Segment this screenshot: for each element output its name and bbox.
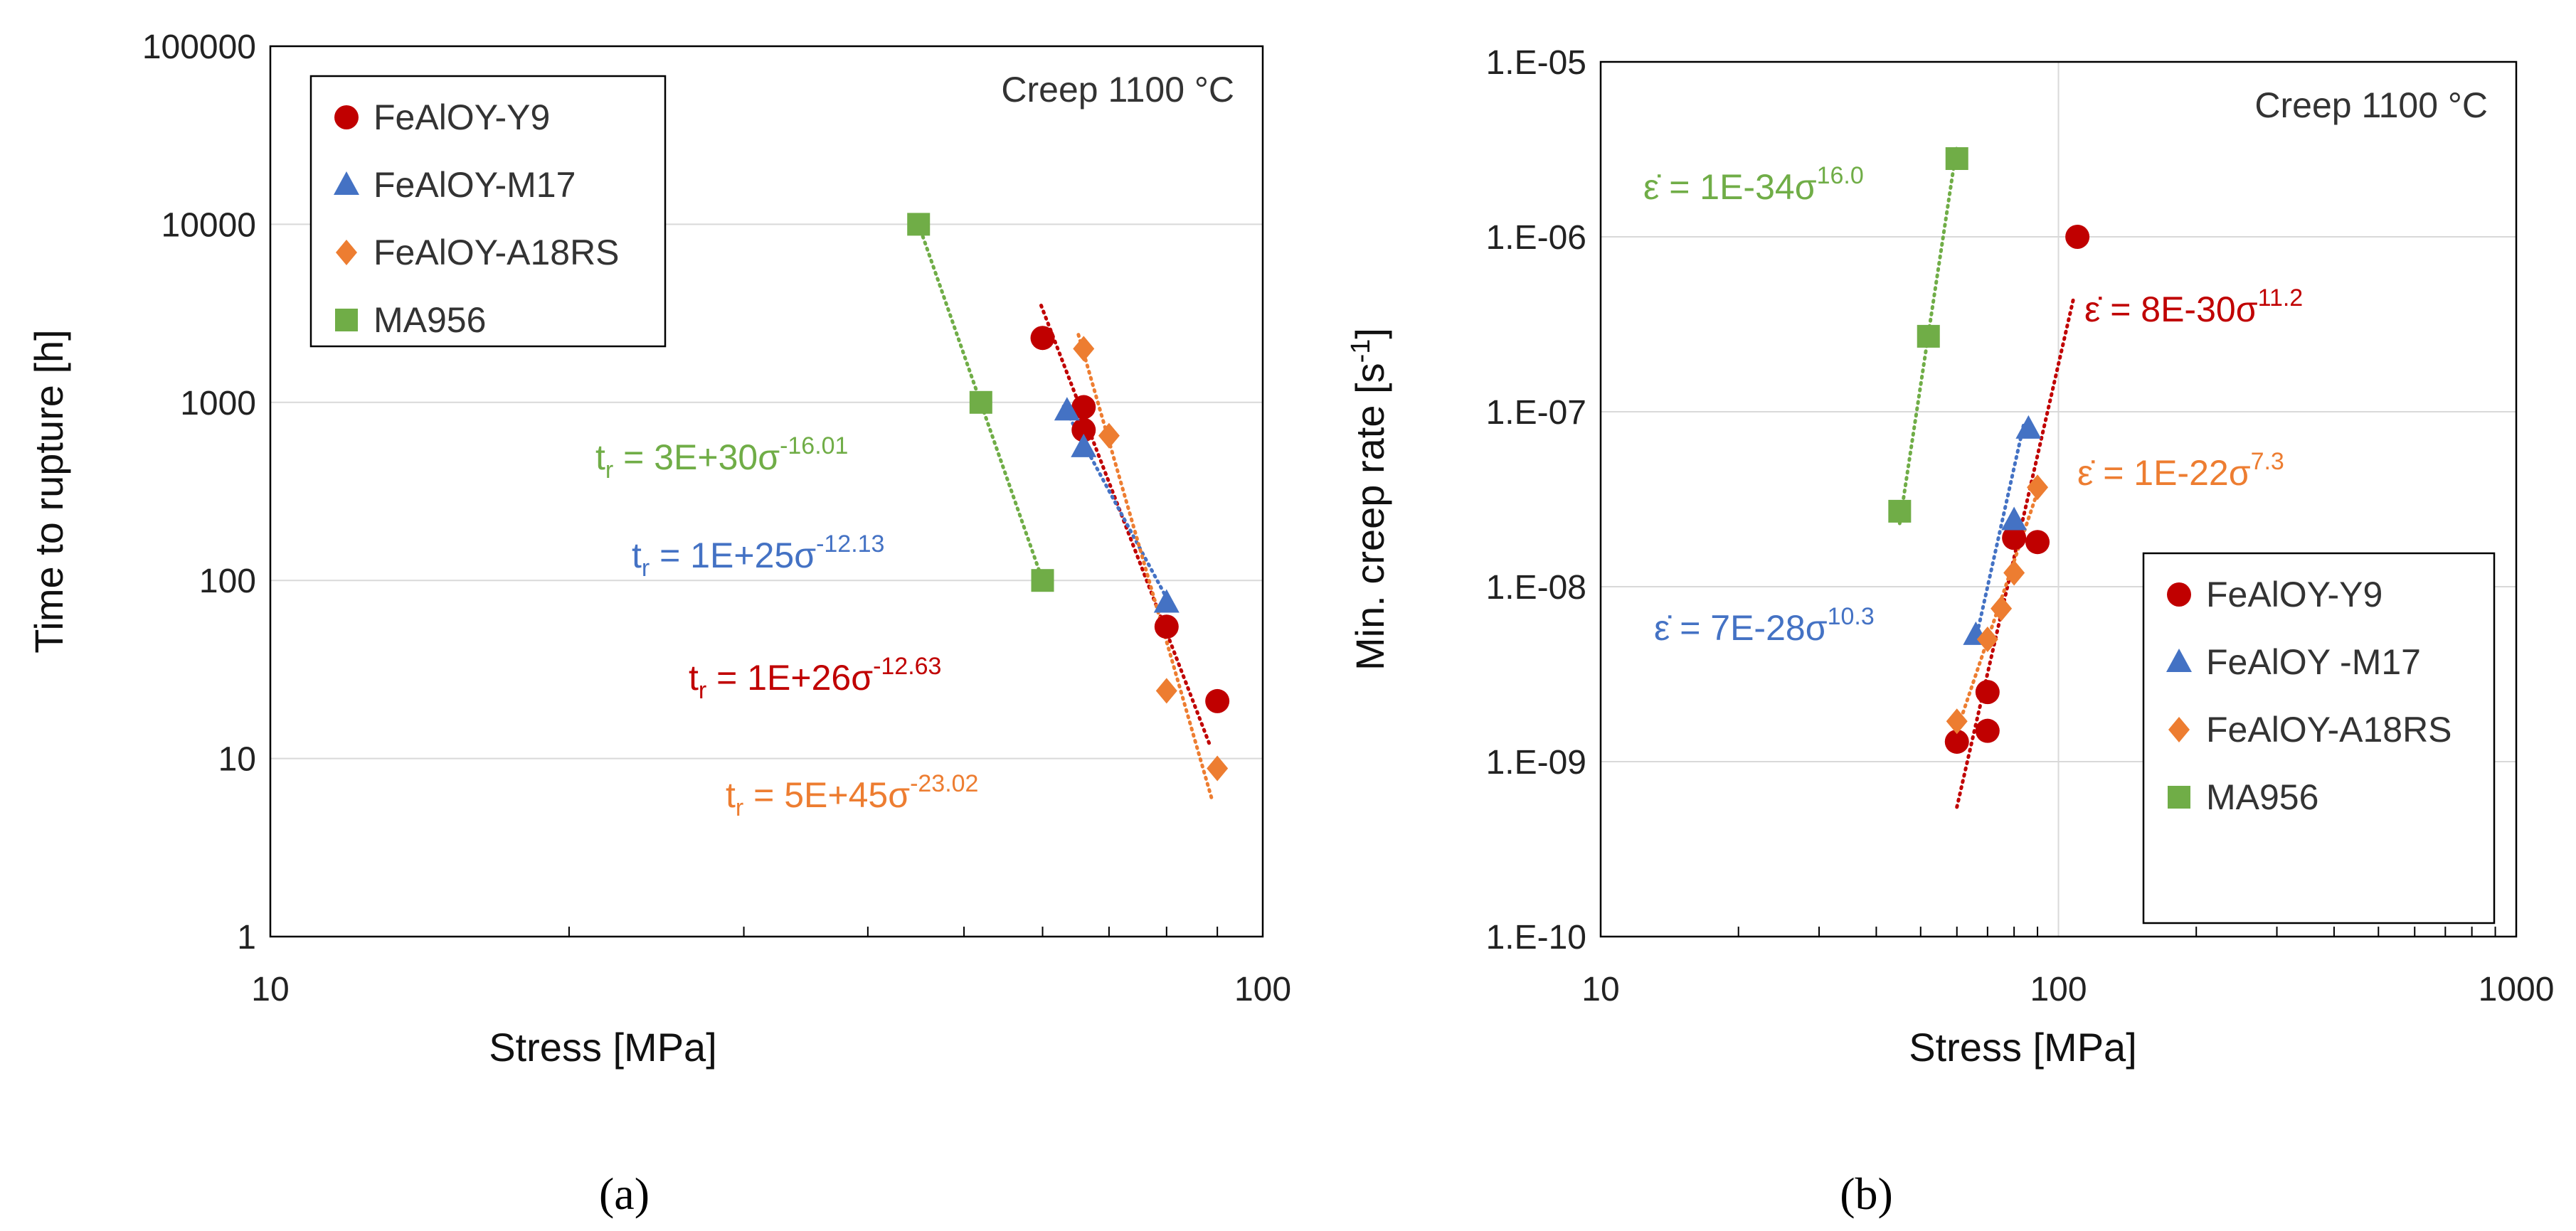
fealoy-y9-data-point xyxy=(1975,680,2000,705)
fealoy-y9-data-point xyxy=(2065,225,2090,249)
legend-fealoy-a18rs-marker xyxy=(2168,717,2190,742)
x-tick-label: 100 xyxy=(2030,971,2087,1008)
y-tick-label: 1000 xyxy=(180,385,256,422)
ma956-fit-equation: tr = 3E+30σ-16.01 xyxy=(595,432,848,484)
legend-fealoy-a18rs-label: FeAlOY-A18RS xyxy=(373,233,620,272)
ma956-data-point xyxy=(1031,569,1054,592)
fealoy-y9-data-point xyxy=(1071,395,1096,420)
fealoy-a18rs-data-point xyxy=(2027,474,2049,501)
y-axis-title: Min. creep rate [s-1] xyxy=(1346,328,1392,671)
legend-fealoy-y9-label: FeAlOY-Y9 xyxy=(2206,575,2382,614)
panel-label: (b) xyxy=(1840,1168,1893,1219)
fealoy-y9-fit-equation: ε̇ = 8E-30σ11.2 xyxy=(2084,284,2303,329)
y-tick-label: 1.E-08 xyxy=(1486,569,1586,607)
y-axis-title: Time to rupture [h] xyxy=(26,329,71,653)
fealoy-m17-fit-equation: tr = 1E+25σ-12.13 xyxy=(632,531,884,582)
y-tick-label: 100 xyxy=(199,563,256,600)
fealoy-a18rs-fit-equation: ε̇ = 1E-22σ7.3 xyxy=(2077,448,2284,493)
x-axis-title: Stress [MPa] xyxy=(489,1025,717,1070)
legend-fealoy-m17-marker xyxy=(334,171,359,195)
legend-fealoy-a18rs-marker xyxy=(336,240,357,265)
fealoy-a18rs-data-point xyxy=(1207,755,1229,782)
y-tick-label: 1.E-05 xyxy=(1486,44,1586,82)
fealoy-y9-data-point xyxy=(2002,526,2027,550)
legend-fealoy-m17-label: FeAlOY -M17 xyxy=(2206,642,2421,682)
y-tick-label: 10 xyxy=(218,741,256,779)
condition-annotation: Creep 1100 °C xyxy=(2254,85,2488,125)
fealoy-m17-data-point xyxy=(1054,397,1080,421)
legend-ma956-marker xyxy=(2168,786,2190,809)
y-tick-label: 1.E-09 xyxy=(1486,744,1586,782)
legend-fealoy-a18rs-label: FeAlOY-A18RS xyxy=(2206,710,2452,750)
ma956-data-point xyxy=(969,390,992,414)
fealoy-a18rs-data-point xyxy=(1991,595,2013,622)
fealoy-y9-data-point xyxy=(1154,614,1179,639)
fealoy-y9-data-point xyxy=(2025,530,2050,555)
fealoy-y9-data-point xyxy=(1944,729,1969,754)
ma956-data-point xyxy=(907,213,931,236)
fealoy-y9-fit-line xyxy=(1039,304,1212,747)
y-tick-label: 100000 xyxy=(142,28,256,66)
panel-b-chart: 10 100 1000 1.E-10 1.E-09 1.E-08 1.E-07 1.E-06 1… xyxy=(1346,44,2554,1219)
fealoy-a18rs-data-point xyxy=(1155,678,1177,704)
panel-label: (a) xyxy=(599,1168,650,1219)
fealoy-a18rs-data-point xyxy=(1098,422,1120,449)
x-tick-label: 10 xyxy=(1581,971,1619,1008)
condition-annotation: Creep 1100 °C xyxy=(1001,70,1234,110)
fealoy-a18rs-data-point xyxy=(1976,627,1998,653)
fealoy-m17-fit-line xyxy=(1973,422,2026,641)
y-tick-label: 1 xyxy=(237,919,256,956)
fealoy-m17-data-point xyxy=(2015,415,2042,439)
x-tick-label: 1000 xyxy=(2479,971,2555,1008)
legend-fealoy-m17-label: FeAlOY-M17 xyxy=(373,165,576,205)
fealoy-m17-data-point xyxy=(1071,433,1097,457)
fealoy-y9-data-point xyxy=(1030,326,1055,351)
fealoy-m17-fit-equation: ε̇ = 7E-28σ10.3 xyxy=(1654,603,1875,648)
fealoy-a18rs-data-point xyxy=(1073,336,1095,362)
legend-ma956-label: MA956 xyxy=(373,300,486,340)
fealoy-y9-fit-line xyxy=(1955,295,2076,809)
legend-box xyxy=(309,75,667,348)
fealoy-m17-data-point xyxy=(1153,589,1180,613)
legend-fealoy-y9-label: FeAlOY-Y9 xyxy=(373,97,550,137)
fealoy-a18rs-fit-equation: tr = 5E+45σ-23.02 xyxy=(726,770,978,821)
fealoy-y9-data-point xyxy=(1975,718,2000,743)
plot-frame xyxy=(1599,60,2518,938)
y-tick-label: 1.E-10 xyxy=(1486,919,1586,956)
panel-a-chart: 10 100 1 10 100 1000 10000 100000 Stress [MPa] Ti… xyxy=(26,28,1291,1219)
y-tick-label: 1.E-06 xyxy=(1486,219,1586,257)
fealoy-a18rs-data-point xyxy=(1946,708,1968,735)
x-tick-label: 10 xyxy=(251,971,289,1008)
fealoy-y9-data-point xyxy=(1205,688,1230,713)
legend-fealoy-y9-marker xyxy=(334,105,359,129)
legend-box xyxy=(2142,552,2496,924)
fealoy-a18rs-fit-line xyxy=(1076,333,1214,800)
ma956-fit-equation: ε̇ = 1E-34σ16.0 xyxy=(1643,162,1864,207)
fealoy-m17-data-point xyxy=(2001,506,2028,531)
fealoy-y9-data-point xyxy=(1071,417,1096,442)
fealoy-a18rs-data-point xyxy=(2003,560,2025,586)
ma956-data-point xyxy=(1917,324,1940,348)
y-tick-label: 10000 xyxy=(161,206,256,244)
legend-fealoy-y9-marker xyxy=(2167,582,2191,607)
legend-fealoy-m17-marker xyxy=(2166,649,2192,672)
x-tick-label: 100 xyxy=(1234,971,1291,1008)
ma956-data-point xyxy=(1945,146,1968,170)
x-axis-title: Stress [MPa] xyxy=(1909,1025,2137,1070)
legend-ma956-label: MA956 xyxy=(2206,777,2318,817)
plot-frame xyxy=(269,45,1264,938)
y-tick-label: 1.E-07 xyxy=(1486,394,1586,432)
legend-ma956-marker xyxy=(335,309,358,331)
ma956-data-point xyxy=(1888,499,1912,523)
fealoy-y9-fit-equation: tr = 1E+26σ-12.63 xyxy=(689,653,941,704)
